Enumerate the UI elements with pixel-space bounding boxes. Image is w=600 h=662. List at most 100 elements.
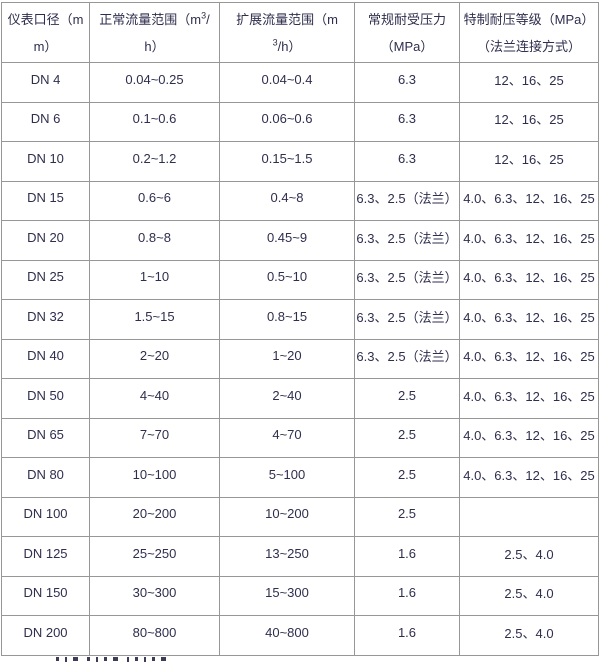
cell-normal-range: 2~20 bbox=[89, 338, 220, 379]
cell-normal-range: 1.5~15 bbox=[89, 299, 220, 340]
cell-extended-range: 13~250 bbox=[219, 536, 355, 577]
cell-special-pressure: 4.0、6.3、12、16、25 bbox=[459, 417, 599, 458]
cell-normal-range: 4~40 bbox=[89, 378, 220, 419]
cell-extended-range: 10~200 bbox=[219, 496, 355, 537]
cell-diameter: DN 65 bbox=[1, 417, 90, 458]
cell-standard-pressure: 6.3、2.5（法兰） bbox=[354, 259, 460, 300]
table-row: DN 6 0.1~0.6 0.06~0.6 6.3 12、16、25 bbox=[1, 101, 599, 142]
column-header-label: 正常流量范围（m bbox=[99, 11, 202, 27]
cell-diameter: DN 80 bbox=[1, 457, 90, 498]
cell-diameter: DN 200 bbox=[1, 615, 90, 656]
cell-special-pressure: 4.0、6.3、12、16、25 bbox=[459, 457, 599, 498]
cell-special-pressure: 4.0、6.3、12、16、25 bbox=[459, 180, 599, 221]
cell-standard-pressure: 2.5 bbox=[354, 496, 460, 537]
table-row: DN 65 7~70 4~70 2.5 4.0、6.3、12、16、25 bbox=[1, 417, 599, 458]
cell-normal-range: 7~70 bbox=[89, 417, 220, 458]
cell-diameter: DN 100 bbox=[1, 496, 90, 537]
table-row: DN 4 0.04~0.25 0.04~0.4 6.3 12、16、25 bbox=[1, 62, 599, 103]
cell-special-pressure: 2.5、4.0 bbox=[459, 615, 599, 656]
column-header-label: 仪表口径（mm） bbox=[7, 11, 84, 54]
cell-standard-pressure: 2.5 bbox=[354, 378, 460, 419]
cell-normal-range: 80~800 bbox=[89, 615, 220, 656]
cell-extended-range: 4~70 bbox=[219, 417, 355, 458]
cell-diameter: DN 50 bbox=[1, 378, 90, 419]
cell-special-pressure bbox=[459, 496, 599, 537]
cell-extended-range: 0.15~1.5 bbox=[219, 141, 355, 182]
column-header-diameter: 仪表口径（mm） bbox=[1, 2, 90, 63]
cell-normal-range: 30~300 bbox=[89, 575, 220, 616]
cell-standard-pressure: 1.6 bbox=[354, 575, 460, 616]
cell-standard-pressure: 1.6 bbox=[354, 536, 460, 577]
cell-normal-range: 25~250 bbox=[89, 536, 220, 577]
column-header-extended-flow-range: 扩展流量范围（m 3/h） bbox=[219, 2, 355, 63]
cell-normal-range: 0.6~6 bbox=[89, 180, 220, 221]
table-row: DN 125 25~250 13~250 1.6 2.5、4.0 bbox=[1, 536, 599, 577]
cell-extended-range: 5~100 bbox=[219, 457, 355, 498]
header-row: 仪表口径（mm） 正常流量范围（m3/h） 扩展流量范围（m3/h） 常规耐受压… bbox=[1, 2, 599, 63]
cell-special-pressure: 4.0、6.3、12、16、25 bbox=[459, 378, 599, 419]
cell-normal-range: 0.1~0.6 bbox=[89, 101, 220, 142]
cell-standard-pressure: 6.3、2.5（法兰） bbox=[354, 299, 460, 340]
table-row: DN 25 1~10 0.5~10 6.3、2.5（法兰） 4.0、6.3、12… bbox=[1, 259, 599, 300]
cell-normal-range: 0.8~8 bbox=[89, 220, 220, 261]
column-header-standard-pressure: 常规耐受压力（MPa） bbox=[354, 2, 460, 63]
cell-standard-pressure: 6.3、2.5（法兰） bbox=[354, 338, 460, 379]
table-row: DN 15 0.6~6 0.4~8 6.3、2.5（法兰） 4.0、6.3、12… bbox=[1, 180, 599, 221]
cell-diameter: DN 25 bbox=[1, 259, 90, 300]
cell-special-pressure: 12、16、25 bbox=[459, 62, 599, 103]
column-header-special-pressure: 特制耐压等级（MPa）（法兰连接方式） bbox=[459, 2, 599, 63]
cell-diameter: DN 150 bbox=[1, 575, 90, 616]
cell-standard-pressure: 6.3 bbox=[354, 62, 460, 103]
cell-extended-range: 0.5~10 bbox=[219, 259, 355, 300]
column-header-normal-flow-range: 正常流量范围（m3/h） bbox=[89, 2, 220, 63]
table-row: DN 40 2~20 1~20 6.3、2.5（法兰） 4.0、6.3、12、1… bbox=[1, 338, 599, 379]
cell-extended-range: 0.06~0.6 bbox=[219, 101, 355, 142]
column-header-label: /h） bbox=[277, 38, 302, 54]
cell-normal-range: 0.04~0.25 bbox=[89, 62, 220, 103]
cell-special-pressure: 4.0、6.3、12、16、25 bbox=[459, 220, 599, 261]
cell-special-pressure: 12、16、25 bbox=[459, 101, 599, 142]
cell-normal-range: 1~10 bbox=[89, 259, 220, 300]
cell-extended-range: 1~20 bbox=[219, 338, 355, 379]
cell-special-pressure: 2.5、4.0 bbox=[459, 536, 599, 577]
cell-special-pressure: 4.0、6.3、12、16、25 bbox=[459, 299, 599, 340]
table-row: DN 50 4~40 2~40 2.5 4.0、6.3、12、16、25 bbox=[1, 378, 599, 419]
cell-standard-pressure: 6.3 bbox=[354, 101, 460, 142]
cell-diameter: DN 125 bbox=[1, 536, 90, 577]
cell-standard-pressure: 6.3 bbox=[354, 141, 460, 182]
table-row: DN 150 30~300 15~300 1.6 2.5、4.0 bbox=[1, 575, 599, 616]
cell-special-pressure: 4.0、6.3、12、16、25 bbox=[459, 338, 599, 379]
cell-extended-range: 2~40 bbox=[219, 378, 355, 419]
cell-extended-range: 0.4~8 bbox=[219, 180, 355, 221]
cell-normal-range: 10~100 bbox=[89, 457, 220, 498]
column-header-label: 特制耐压等级（MPa）（法兰连接方式） bbox=[463, 11, 595, 54]
cell-diameter: DN 4 bbox=[1, 62, 90, 103]
table-row: DN 32 1.5~15 0.8~15 6.3、2.5（法兰） 4.0、6.3、… bbox=[1, 299, 599, 340]
column-header-label: 扩展流量范围（m bbox=[236, 11, 338, 27]
cell-extended-range: 40~800 bbox=[219, 615, 355, 656]
superscript: 3 bbox=[272, 37, 278, 48]
cell-standard-pressure: 6.3、2.5（法兰） bbox=[354, 180, 460, 221]
cell-extended-range: 0.45~9 bbox=[219, 220, 355, 261]
cell-diameter: DN 10 bbox=[1, 141, 90, 182]
table-row: DN 20 0.8~8 0.45~9 6.3、2.5（法兰） 4.0、6.3、1… bbox=[1, 220, 599, 261]
cell-diameter: DN 20 bbox=[1, 220, 90, 261]
cell-diameter: DN 32 bbox=[1, 299, 90, 340]
cell-special-pressure: 4.0、6.3、12、16、25 bbox=[459, 259, 599, 300]
column-header-label: 常规耐受压力（MPa） bbox=[367, 11, 446, 54]
cell-standard-pressure: 2.5 bbox=[354, 457, 460, 498]
cell-extended-range: 0.8~15 bbox=[219, 299, 355, 340]
superscript: 3 bbox=[201, 10, 207, 21]
cell-special-pressure: 12、16、25 bbox=[459, 141, 599, 182]
cell-diameter: DN 40 bbox=[1, 338, 90, 379]
column-header-label: /h） bbox=[144, 11, 210, 54]
cell-diameter: DN 6 bbox=[1, 101, 90, 142]
cell-normal-range: 0.2~1.2 bbox=[89, 141, 220, 182]
cell-standard-pressure: 1.6 bbox=[354, 615, 460, 656]
table-row: DN 80 10~100 5~100 2.5 4.0、6.3、12、16、25 bbox=[1, 457, 599, 498]
cell-extended-range: 15~300 bbox=[219, 575, 355, 616]
cell-diameter: DN 15 bbox=[1, 180, 90, 221]
table-row: DN 10 0.2~1.2 0.15~1.5 6.3 12、16、25 bbox=[1, 141, 599, 182]
cell-standard-pressure: 2.5 bbox=[354, 417, 460, 458]
